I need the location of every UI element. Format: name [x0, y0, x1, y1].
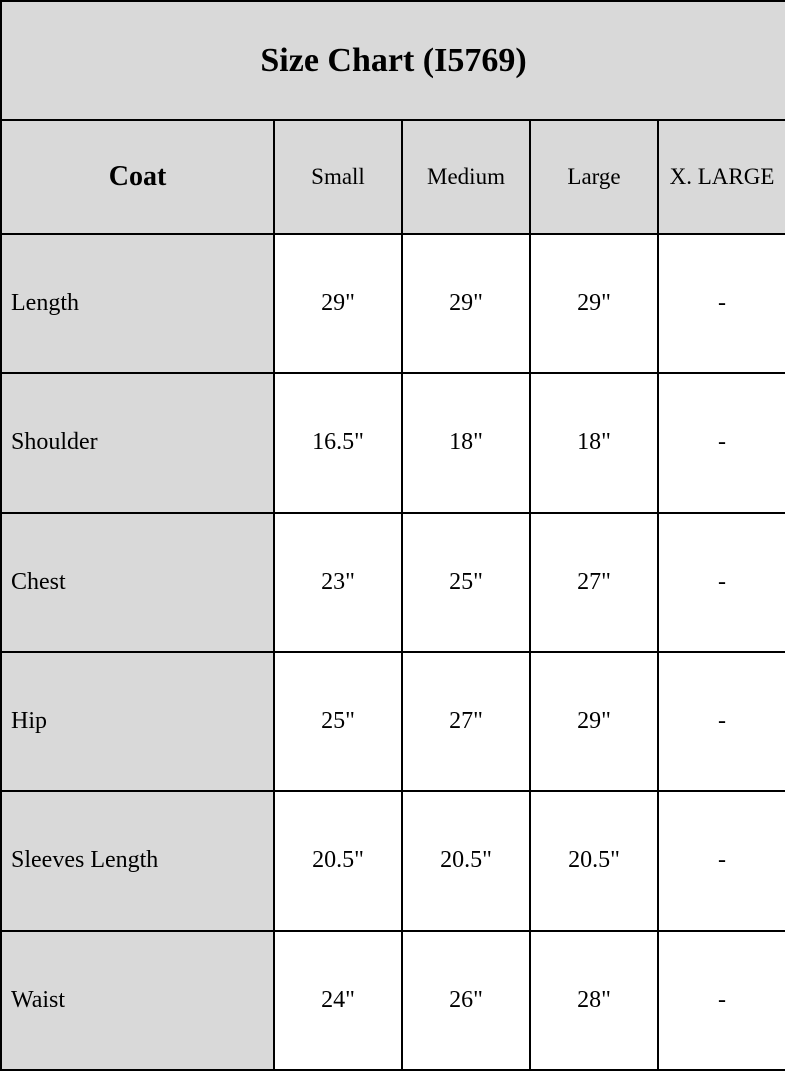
- value-cell: 23": [273, 511, 403, 653]
- table-row-hip: Hip 25" 27" 29" -: [0, 650, 785, 793]
- value-cell: 29": [273, 232, 403, 375]
- value-cell: -: [656, 511, 785, 653]
- table-row-shoulder: Shoulder 16.5" 18" 18" -: [0, 372, 785, 514]
- table-row-waist: Waist 24" 26" 28" -: [0, 929, 785, 1071]
- value-cell: 29": [529, 650, 659, 793]
- value-cell: -: [656, 372, 785, 514]
- row-label-cell: Waist: [0, 929, 275, 1071]
- value-cell: -: [656, 232, 785, 375]
- value-cell: 18": [401, 372, 531, 514]
- value-cell: 27": [401, 650, 531, 793]
- size-header-large: Large: [529, 119, 659, 235]
- table-row-chest: Chest 23" 25" 27" -: [0, 511, 785, 653]
- value-cell: 26": [401, 929, 531, 1071]
- value-cell: 16.5": [273, 372, 403, 514]
- value-cell: 25": [401, 511, 531, 653]
- row-label-cell: Shoulder: [0, 372, 275, 514]
- value-cell: -: [656, 650, 785, 793]
- value-cell: 29": [529, 232, 659, 375]
- row-label-cell: Chest: [0, 511, 275, 653]
- value-cell: -: [656, 790, 785, 932]
- row-label-cell: Hip: [0, 650, 275, 793]
- value-cell: 29": [401, 232, 531, 375]
- category-header-cell: Coat: [0, 119, 275, 235]
- table-row-sleeves-length: Sleeves Length 20.5" 20.5" 20.5" -: [0, 790, 785, 932]
- chart-title: Size Chart (I5769): [0, 0, 785, 121]
- value-cell: 18": [529, 372, 659, 514]
- title-row: Size Chart (I5769): [0, 0, 785, 121]
- value-cell: 27": [529, 511, 659, 653]
- value-cell: 24": [273, 929, 403, 1071]
- table-row-length: Length 29" 29" 29" -: [0, 232, 785, 375]
- value-cell: -: [656, 929, 785, 1071]
- size-header-small: Small: [273, 119, 403, 235]
- row-label-cell: Sleeves Length: [0, 790, 275, 932]
- row-label-cell: Length: [0, 232, 275, 375]
- value-cell: 25": [273, 650, 403, 793]
- header-row: Coat Small Medium Large X. LARGE: [0, 119, 785, 235]
- value-cell: 28": [529, 929, 659, 1071]
- size-header-medium: Medium: [401, 119, 531, 235]
- value-cell: 20.5": [273, 790, 403, 932]
- size-header-xlarge: X. LARGE: [656, 119, 785, 235]
- value-cell: 20.5": [529, 790, 659, 932]
- value-cell: 20.5": [401, 790, 531, 932]
